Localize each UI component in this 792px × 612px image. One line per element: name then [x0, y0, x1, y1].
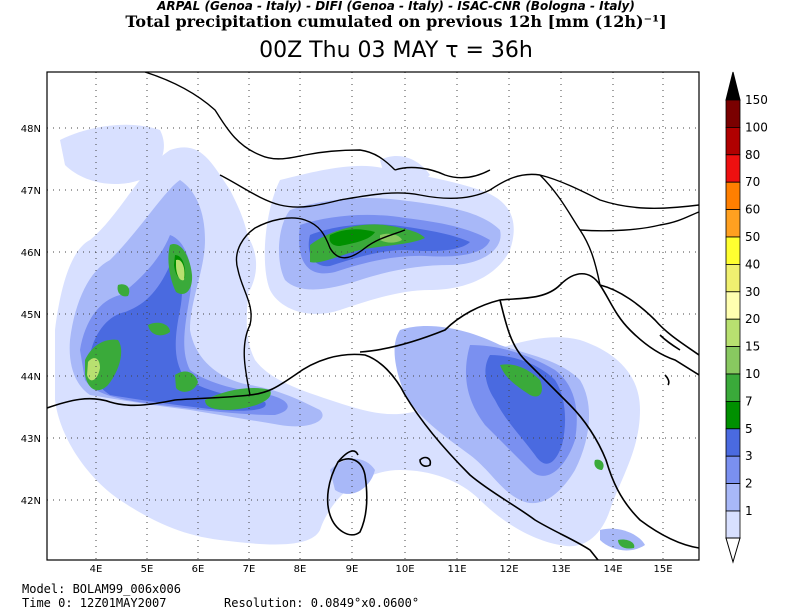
lat-label: 47N [21, 186, 41, 197]
legend-label: 70 [745, 175, 760, 189]
latitude-labels: 48N 47N 46N 45N 44N 43N 42N [21, 124, 41, 507]
header-institutions: ARPAL (Genoa - Italy) - DIFI (Genoa - It… [157, 0, 635, 13]
footer-time: Time 0: 12Z01MAY2007 [22, 596, 167, 610]
lat-label: 45N [21, 310, 41, 321]
legend-label: 80 [745, 148, 760, 162]
legend-swatch [725, 428, 741, 457]
legend-swatch [725, 373, 741, 402]
legend-swatch [725, 154, 741, 183]
legend-swatch [725, 455, 741, 485]
lat-label: 46N [21, 248, 41, 259]
country-borders [144, 72, 699, 396]
lon-label: 8E [294, 564, 307, 575]
legend-swatch [725, 181, 741, 210]
legend-label: 2 [745, 477, 753, 491]
legend-arrow-top [725, 71, 741, 101]
legend-label: 3 [745, 449, 753, 463]
legend-swatch [725, 127, 741, 156]
legend-label: 60 [745, 203, 760, 217]
legend-label: 20 [745, 312, 760, 326]
lon-label: 12E [499, 564, 518, 575]
lat-label: 44N [21, 372, 41, 383]
lon-label: 11E [447, 564, 466, 575]
lon-label: 4E [90, 564, 103, 575]
legend-swatch [725, 346, 741, 375]
lat-lon-grid [47, 72, 699, 560]
legend-swatch [725, 291, 741, 320]
legend-arrow-bottom [725, 537, 741, 564]
legend-label: 150 [745, 93, 768, 107]
lat-label: 42N [21, 496, 41, 507]
legend-swatch [725, 209, 741, 238]
header-title: Total precipitation cumulated on previou… [125, 12, 667, 31]
legend-label: 5 [745, 422, 753, 436]
lon-label: 5E [141, 564, 154, 575]
legend-swatch [725, 510, 741, 539]
lon-label: 13E [551, 564, 570, 575]
longitude-labels: 4E 5E 6E 7E 8E 9E 10E 11E 12E 13E 14E 15… [90, 564, 673, 575]
legend-swatch [725, 318, 741, 348]
lon-label: 6E [192, 564, 205, 575]
lat-label: 43N [21, 434, 41, 445]
legend-label: 15 [745, 340, 760, 354]
lon-label: 14E [603, 564, 622, 575]
footer-model: Model: BOLAM99_006x006 [22, 582, 181, 596]
legend-labels: 150 100 80 70 60 50 40 30 20 15 10 7 5 3 2 1 [745, 93, 768, 518]
footer-resolution: Resolution: 0.0849°x0.0600° [224, 596, 420, 610]
legend-label: 1 [745, 504, 753, 518]
coastlines [47, 272, 699, 560]
legend-label: 50 [745, 230, 760, 244]
lon-label: 7E [243, 564, 256, 575]
legend-swatch [725, 236, 741, 265]
legend-swatch [725, 99, 741, 128]
legend-swatch [725, 483, 741, 512]
legend-label: 7 [745, 394, 753, 408]
legend-label: 30 [745, 285, 760, 299]
precipitation-field [55, 124, 645, 551]
legend-swatch [725, 400, 741, 430]
lon-label: 15E [653, 564, 672, 575]
lon-label: 10E [395, 564, 414, 575]
legend-colorbar [725, 71, 741, 564]
lat-label: 48N [21, 124, 41, 135]
legend-swatch [725, 263, 741, 293]
header-datetime: 00Z Thu 03 MAY τ = 36h [259, 38, 533, 63]
lon-label: 9E [346, 564, 359, 575]
legend-label: 100 [745, 120, 768, 134]
map-frame [46, 71, 700, 561]
legend-label: 40 [745, 257, 760, 271]
legend-label: 10 [745, 367, 760, 381]
